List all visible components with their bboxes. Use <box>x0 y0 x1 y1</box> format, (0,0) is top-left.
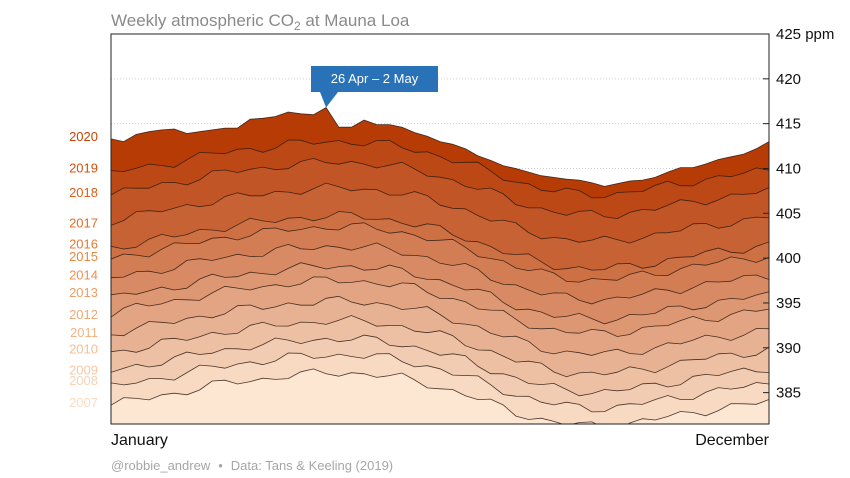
line-2008 <box>111 352 769 413</box>
chart-title: Weekly atmospheric CO2 at Mauna Loa <box>111 11 410 33</box>
year-label-2008: 2008 <box>69 373 98 388</box>
y-tick-label: 425 ppm <box>776 26 834 43</box>
year-label-2009: 2009 <box>69 362 98 377</box>
line-2014 <box>111 242 769 305</box>
y-tick-label: 400 <box>776 250 801 267</box>
line-2012 <box>111 276 769 337</box>
credit-source: Data: Tans & Keeling (2019) <box>231 458 393 473</box>
band-2007 <box>111 368 769 424</box>
year-label-2017: 2017 <box>69 215 98 230</box>
year-bands <box>111 107 769 424</box>
line-2013 <box>111 262 769 325</box>
line-2020 <box>111 106 769 187</box>
credit-line: @robbie_andrew • Data: Tans & Keeling (201… <box>111 458 393 473</box>
callout-label: 26 Apr – 2 May <box>331 71 419 86</box>
year-label-2015: 2015 <box>69 249 98 264</box>
line-2009 <box>111 334 769 397</box>
year-label-2018: 2018 <box>69 185 98 200</box>
year-label-2007: 2007 <box>69 395 98 410</box>
y-axis: 425 ppm 420 415 410 405 400 395 390 385 <box>763 26 834 402</box>
year-label-2011: 2011 <box>70 325 98 340</box>
line-2016 <box>111 211 769 271</box>
plot-frame <box>110 33 770 425</box>
credit-separator: • <box>218 458 223 473</box>
year-label-2014: 2014 <box>69 268 98 283</box>
year-label-2012: 2012 <box>69 307 98 322</box>
y-tick-label: 420 <box>776 71 801 88</box>
line-2010 <box>111 315 769 378</box>
callout-pointer <box>320 92 338 108</box>
line-2019 <box>111 139 769 199</box>
year-label-2010: 2010 <box>69 342 98 357</box>
y-tick-label: 395 <box>776 295 801 312</box>
y-tick-label: 390 <box>776 340 801 357</box>
year-label-2020: 2020 <box>69 129 98 144</box>
x-label-january: January <box>111 432 168 449</box>
year-label-2013: 2013 <box>69 285 98 300</box>
line-2015 <box>111 222 769 283</box>
y-tick-label: 405 <box>776 205 801 222</box>
year-label-2016: 2016 <box>69 236 98 251</box>
y-tick-label: 415 <box>776 116 801 133</box>
callout-annotation: 26 Apr – 2 May <box>311 66 438 108</box>
line-2007 <box>111 368 769 424</box>
y-tick-label: 385 <box>776 385 801 402</box>
y-tick-label: 410 <box>776 160 801 177</box>
year-lines <box>111 106 769 424</box>
line-2018 <box>111 157 769 220</box>
credit-author: @robbie_andrew <box>111 458 211 473</box>
x-label-december: December <box>695 432 769 449</box>
line-2011 <box>111 295 769 356</box>
callout-box <box>311 66 438 92</box>
line-2017 <box>111 182 769 244</box>
year-label-2019: 2019 <box>69 161 98 176</box>
